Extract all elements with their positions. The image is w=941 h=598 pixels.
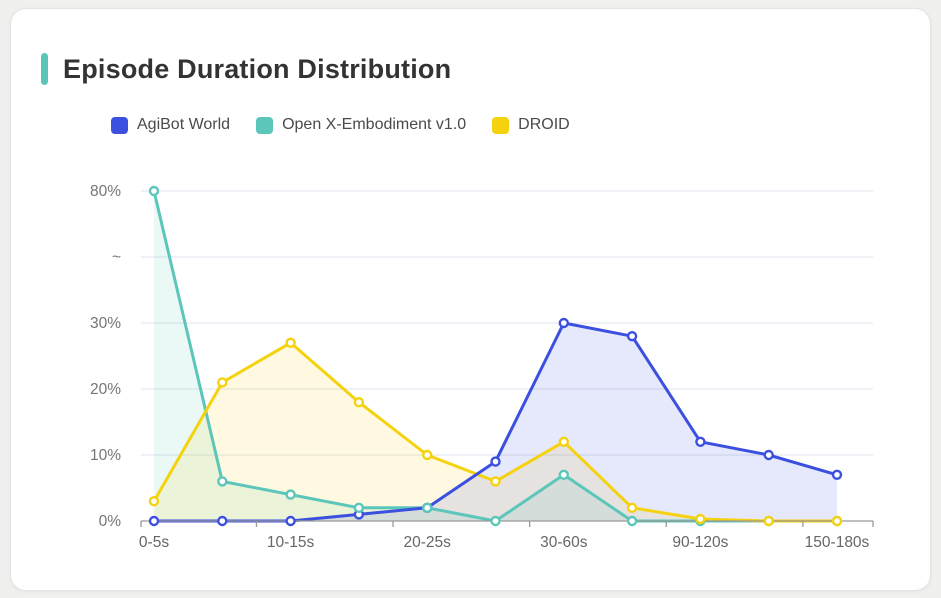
line-chart-plot: 0% 10% 20% 30% ~80% 0-5s 10-15s 20-25s 30-60s 90-… bbox=[90, 183, 874, 551]
y-axis-label-80: 80% bbox=[90, 183, 121, 200]
legend-label-droid: DROID bbox=[518, 116, 570, 133]
data-point-agibot-world-6 bbox=[558, 317, 569, 329]
y-axis-label-0: 0% bbox=[99, 513, 122, 530]
data-point-open-x-embodiment-v1-0-0 bbox=[148, 185, 160, 197]
data-point-droid-0 bbox=[148, 496, 160, 507]
data-point-open-x-embodiment-v1-0-7 bbox=[626, 515, 638, 527]
data-point-droid-5 bbox=[490, 476, 501, 487]
data-point-agibot-world-10 bbox=[831, 469, 843, 480]
x-axis-label-30-60s: 30-60s bbox=[540, 534, 588, 551]
legend-item-open-x-embodiment[interactable]: Open X-Embodiment v1.0 bbox=[256, 116, 466, 134]
y-axis-label-20: 20% bbox=[90, 381, 121, 398]
data-point-open-x-embodiment-v1-0-3 bbox=[353, 502, 365, 513]
data-point-agibot-world-9 bbox=[763, 449, 774, 461]
title-row: Episode Duration Distribution bbox=[41, 53, 451, 85]
legend-swatch-agibot-world bbox=[111, 116, 128, 134]
data-point-open-x-embodiment-v1-0-5 bbox=[490, 515, 501, 527]
data-point-open-x-embodiment-v1-0-1 bbox=[217, 476, 228, 487]
data-point-droid-3 bbox=[353, 397, 365, 408]
data-point-droid-10 bbox=[831, 515, 843, 527]
legend-item-agibot-world[interactable]: AgiBot World bbox=[111, 116, 230, 134]
series-area-droid bbox=[154, 342, 837, 521]
data-point-agibot-world-5 bbox=[490, 456, 501, 467]
legend-swatch-droid bbox=[492, 116, 510, 134]
data-point-droid-1 bbox=[217, 377, 228, 388]
x-axis-label-150-180s: 150-180s bbox=[805, 534, 870, 551]
data-point-droid-8 bbox=[695, 513, 706, 525]
data-point-droid-6 bbox=[558, 436, 569, 447]
data-point-agibot-world-0 bbox=[148, 515, 160, 527]
page-title: Episode Duration Distribution bbox=[63, 53, 452, 84]
y-axis-label-30: 30% bbox=[90, 315, 121, 332]
data-point-agibot-world-8 bbox=[695, 436, 706, 447]
x-axis-label-0-5s: 0-5s bbox=[139, 534, 169, 551]
chart-legend: AgiBot World Open X-Embodiment v1.0 DROI… bbox=[111, 116, 570, 134]
data-point-droid-4 bbox=[422, 449, 433, 461]
x-axis-label-20-25s: 20-25s bbox=[403, 534, 451, 551]
data-point-agibot-world-7 bbox=[626, 331, 638, 342]
series-area-agibot-world bbox=[154, 323, 837, 521]
x-axis-label-90-120s: 90-120s bbox=[672, 534, 728, 551]
data-point-droid-2 bbox=[285, 337, 296, 348]
y-axis-break-symbol: ~ bbox=[112, 249, 121, 266]
series-area-open-x-embodiment-v1-0 bbox=[154, 191, 837, 521]
data-point-agibot-world-2 bbox=[285, 515, 296, 527]
x-axis-label-10-15s: 10-15s bbox=[267, 534, 315, 551]
chart-card: Episode Duration Distribution AgiBot Wor… bbox=[10, 8, 931, 591]
y-axis-label-10: 10% bbox=[90, 447, 121, 464]
data-point-droid-9 bbox=[763, 515, 774, 527]
data-point-droid-7 bbox=[626, 502, 638, 513]
legend-label-open-x-embodiment: Open X-Embodiment v1.0 bbox=[282, 116, 467, 133]
legend-label-agibot-world: AgiBot World bbox=[137, 116, 231, 133]
data-point-open-x-embodiment-v1-0-4 bbox=[422, 502, 433, 513]
title-accent-bar bbox=[41, 53, 48, 85]
legend-swatch-open-x-embodiment bbox=[256, 116, 274, 134]
legend-item-droid[interactable]: DROID bbox=[492, 116, 570, 134]
data-point-open-x-embodiment-v1-0-2 bbox=[285, 489, 296, 500]
data-point-open-x-embodiment-v1-0-6 bbox=[558, 469, 569, 480]
data-point-agibot-world-1 bbox=[217, 515, 228, 527]
